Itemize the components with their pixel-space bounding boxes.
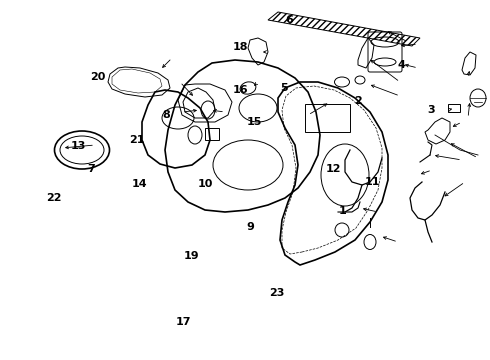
Text: 8: 8 <box>163 110 171 120</box>
Text: 11: 11 <box>365 177 380 187</box>
Text: 21: 21 <box>129 135 145 145</box>
Text: 14: 14 <box>132 179 147 189</box>
Text: 4: 4 <box>398 60 406 70</box>
Bar <box>305 104 350 132</box>
Text: 22: 22 <box>46 193 62 203</box>
Text: 7: 7 <box>87 164 95 174</box>
Text: 13: 13 <box>71 141 86 151</box>
Text: 10: 10 <box>198 179 214 189</box>
Text: 3: 3 <box>427 105 435 115</box>
Text: 9: 9 <box>246 222 254 232</box>
Text: 15: 15 <box>247 117 263 127</box>
Text: 6: 6 <box>285 15 293 25</box>
Text: 23: 23 <box>269 288 285 298</box>
Text: 19: 19 <box>183 251 199 261</box>
Text: 17: 17 <box>176 317 192 327</box>
Bar <box>448 104 460 112</box>
Text: 16: 16 <box>232 85 248 95</box>
Text: 2: 2 <box>354 96 362 106</box>
Text: 5: 5 <box>280 83 288 93</box>
Text: 20: 20 <box>90 72 106 82</box>
Text: 1: 1 <box>339 206 347 216</box>
Bar <box>205 128 219 140</box>
Text: 12: 12 <box>325 164 341 174</box>
Text: 18: 18 <box>232 42 248 52</box>
